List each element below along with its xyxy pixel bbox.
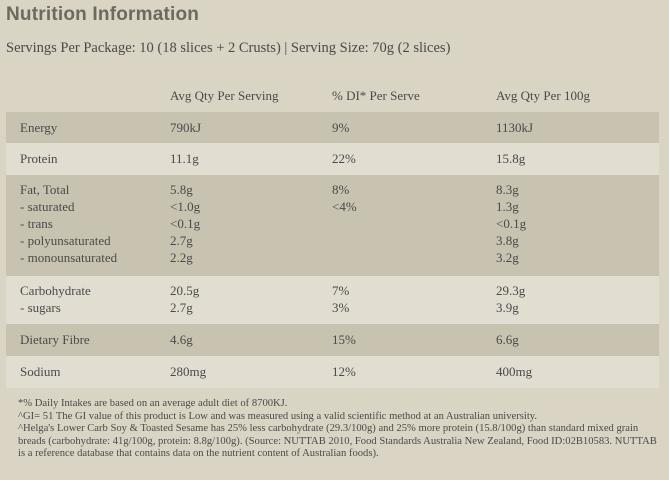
footnote-daily-intake: *% Daily Intakes are based on an average… <box>18 398 288 409</box>
nutrition-row-fat: Fat, Total - saturated - trans - polyunsatu… <box>6 175 659 276</box>
nutrition-row-carbohydrate: Carbohydrate - sugars 20.5g 2.7g 7% 3% 29.3… <box>6 276 659 324</box>
value-di: 22% <box>332 151 356 166</box>
footnote-comparison: ^Helga's Lower Carb Soy & Toasted Sesame… <box>18 423 657 460</box>
nutrient-name: Carbohydrate - sugars <box>20 283 91 315</box>
value-per-serving: 280mg <box>170 364 207 379</box>
value-per-serving: 790kJ <box>170 120 202 135</box>
value-per-100g: 1130kJ <box>496 120 534 135</box>
nutrition-row-energy: Energy 790kJ 9% 1130kJ <box>6 112 659 143</box>
footnote-gi: ^GI= 51 The GI value of this product is … <box>18 410 538 422</box>
value-di: 12% <box>332 364 356 379</box>
value-per-100g: 15.8g <box>496 151 526 166</box>
footnotes: *% Daily Intakes are based on an average… <box>18 398 666 461</box>
value-per-100g: 6.6g <box>496 332 519 347</box>
value-per-100g: 8.3g 1.3g <0.1g 3.8g 3.2g <box>496 182 527 265</box>
value-per-100g: 400mg <box>496 364 533 379</box>
value-di: 9% <box>332 120 350 135</box>
nutrition-row-protein: Protein 11.1g 22% 15.8g <box>6 143 659 175</box>
page-title: Nutrition Information <box>6 4 200 25</box>
nutrient-name: Energy <box>20 120 58 135</box>
value-per-serving: 11.1g <box>170 151 199 166</box>
nutrient-name: Dietary Fibre <box>20 332 90 347</box>
value-di: 8% <4% <box>332 182 357 214</box>
value-di: 15% <box>332 332 356 347</box>
value-per-serving: 5.8g <1.0g <0.1g 2.7g 2.2g <box>170 182 201 265</box>
value-per-serving: 4.6g <box>170 332 193 347</box>
value-per-serving: 20.5g 2.7g <box>170 283 200 315</box>
servings-info: Servings Per Package: 10 (18 slices + 2 … <box>6 40 451 56</box>
nutrient-name: Protein <box>20 151 58 166</box>
nutrient-name: Sodium <box>20 364 61 379</box>
nutrition-row-sodium: Sodium 280mg 12% 400mg <box>6 356 659 388</box>
value-per-100g: 29.3g 3.9g <box>496 283 526 315</box>
header-di-per-serve: % DI* Per Serve <box>332 88 420 103</box>
nutrient-name: Fat, Total - saturated - trans - polyunsatu… <box>20 182 118 265</box>
nutrition-row-dietary-fibre: Dietary Fibre 4.6g 15% 6.6g <box>6 324 659 356</box>
header-avg-qty-per-100g: Avg Qty Per 100g <box>496 88 591 103</box>
header-avg-qty-per-serving: Avg Qty Per Serving <box>170 88 279 103</box>
value-di: 7% 3% <box>332 283 350 315</box>
